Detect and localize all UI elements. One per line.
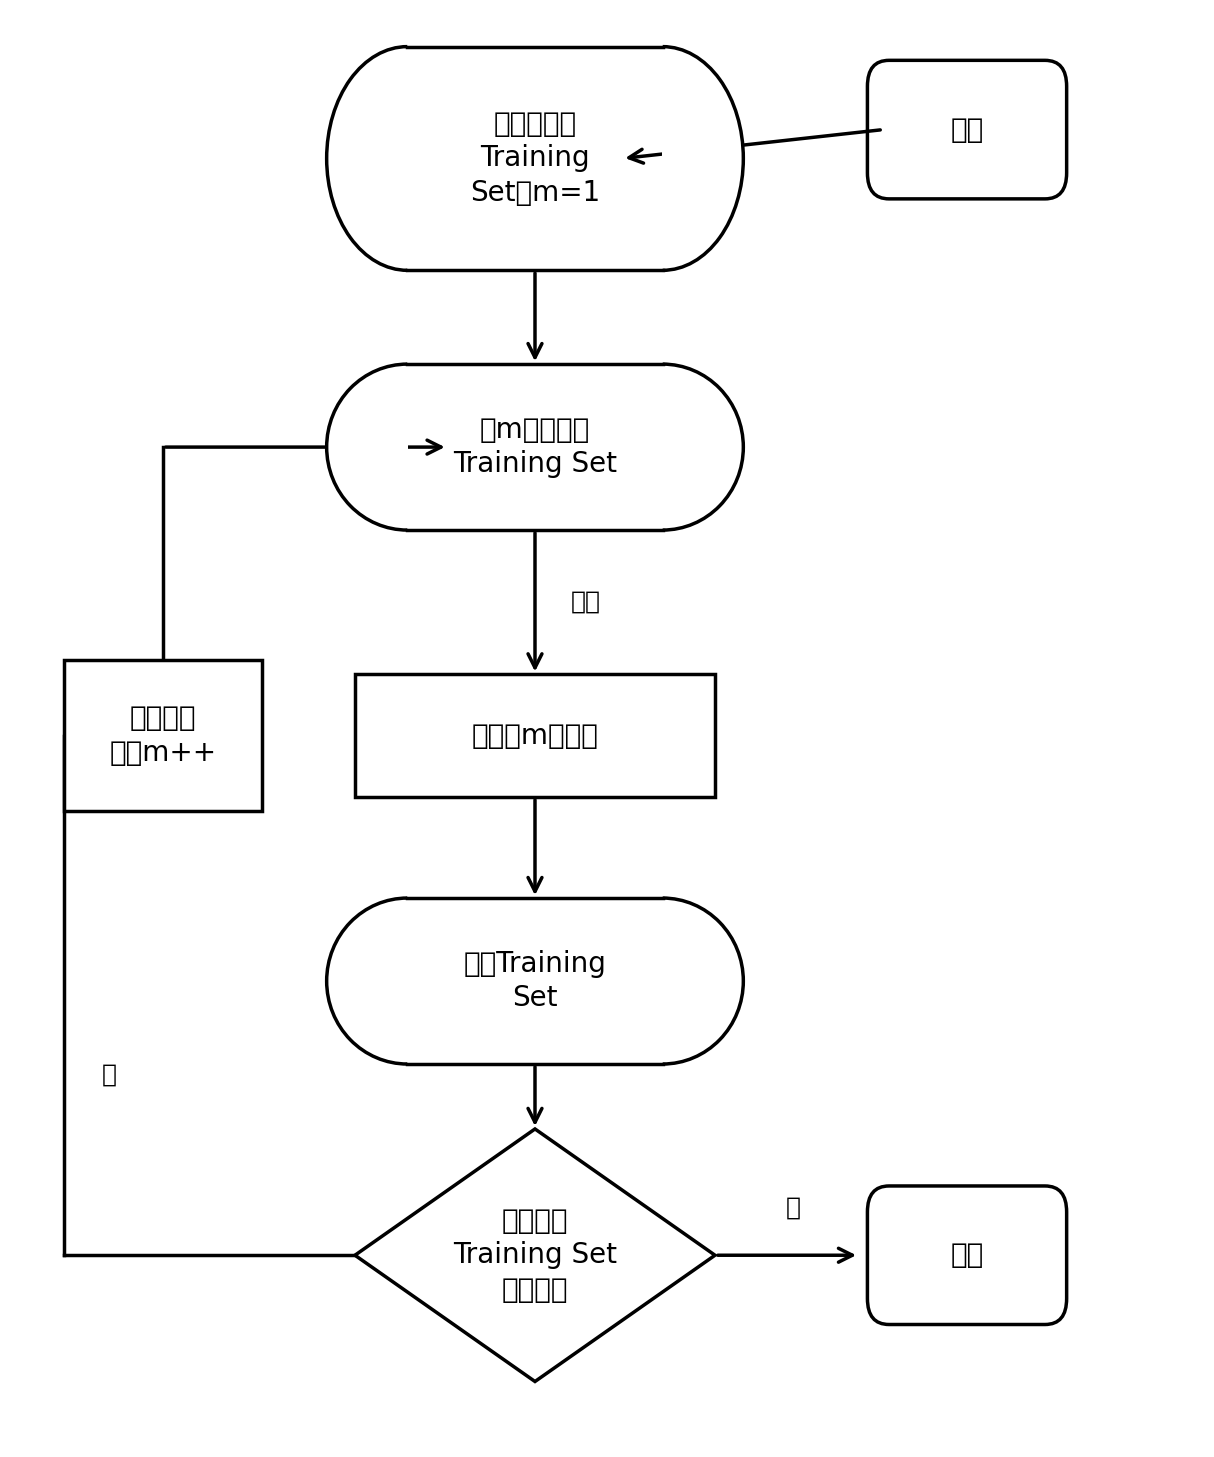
Bar	[408, 898, 663, 1064]
Polygon shape	[327, 364, 408, 530]
Text: 下一轮迭
代，m++: 下一轮迭 代，m++	[109, 704, 216, 766]
Text: 第m轮迭代的
Training Set: 第m轮迭代的 Training Set	[453, 415, 617, 478]
Text: 否: 否	[102, 1062, 117, 1087]
Bar	[64, 660, 262, 812]
Bar	[408, 364, 663, 530]
Text: 生成第m种知识: 生成第m种知识	[471, 721, 599, 750]
Text: 初次迭代的
Training
Set，m=1: 初次迭代的 Training Set，m=1	[470, 109, 600, 207]
Text: 结束: 结束	[951, 1241, 983, 1269]
Bar	[408, 47, 663, 271]
Polygon shape	[327, 898, 408, 1064]
FancyBboxPatch shape	[868, 1186, 1067, 1324]
Text: 学习: 学习	[571, 590, 601, 613]
Text: 开始: 开始	[951, 115, 983, 144]
FancyBboxPatch shape	[868, 60, 1067, 198]
Bar	[354, 675, 715, 797]
Polygon shape	[663, 47, 743, 271]
Polygon shape	[663, 898, 743, 1064]
Text: 是: 是	[785, 1195, 800, 1220]
Polygon shape	[354, 1129, 715, 1381]
Polygon shape	[327, 47, 408, 271]
Text: 更新后的
Training Set
为空集？: 更新后的 Training Set 为空集？	[453, 1206, 617, 1304]
Text: 更新Training
Set: 更新Training Set	[464, 950, 607, 1013]
Polygon shape	[663, 364, 743, 530]
